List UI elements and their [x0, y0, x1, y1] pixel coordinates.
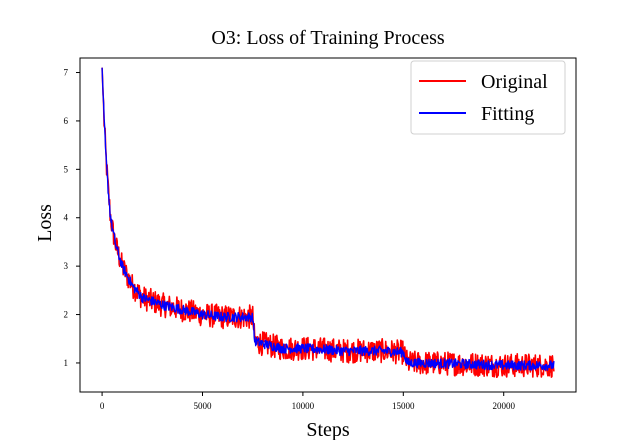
plot-area	[101, 67, 555, 379]
legend: Original Fitting	[410, 60, 566, 135]
y-tick-label: 3	[64, 261, 69, 271]
series-line-fitting	[101, 67, 555, 371]
y-tick-label: 6	[64, 116, 69, 126]
legend-label-fitting: Fitting	[481, 103, 534, 125]
x-tick-label: 0	[100, 401, 105, 411]
y-tick-label: 7	[64, 68, 69, 78]
x-tick-label: 5000	[193, 401, 212, 411]
y-tick-label: 5	[64, 164, 69, 174]
axis-ticks: 0 5000 10000 15000 20000 1 2 3 4 5 6 7	[64, 68, 516, 411]
chart-title: O3: Loss of Training Process	[211, 27, 445, 49]
legend-box	[410, 60, 566, 135]
x-axis-label: Steps	[306, 419, 350, 440]
series-line-original	[101, 67, 555, 379]
x-tick-label: 10000	[292, 401, 315, 411]
y-tick-label: 1	[64, 358, 69, 368]
y-tick-label: 2	[64, 310, 69, 320]
legend-label-original: Original	[481, 71, 548, 93]
y-tick-label: 4	[64, 213, 69, 223]
y-axis-label: Loss	[34, 204, 56, 242]
x-tick-label: 15000	[392, 401, 415, 411]
x-tick-label: 20000	[492, 401, 515, 411]
plot-frame	[79, 57, 577, 393]
